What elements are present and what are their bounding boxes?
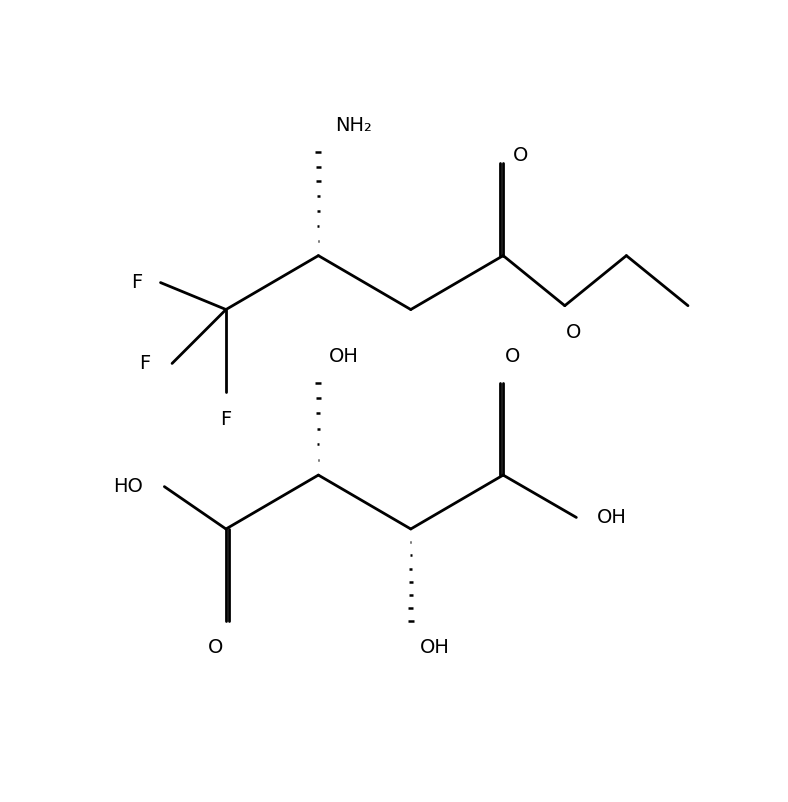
- Text: HO: HO: [113, 477, 143, 496]
- Text: OH: OH: [597, 508, 627, 527]
- Text: F: F: [132, 273, 143, 292]
- Text: OH: OH: [420, 638, 450, 658]
- Text: O: O: [567, 323, 582, 342]
- Text: F: F: [221, 410, 232, 428]
- Text: O: O: [512, 145, 528, 164]
- Text: O: O: [208, 638, 224, 658]
- Text: O: O: [505, 346, 520, 366]
- Text: OH: OH: [329, 346, 359, 366]
- Text: F: F: [139, 354, 151, 373]
- Text: NH₂: NH₂: [336, 115, 372, 135]
